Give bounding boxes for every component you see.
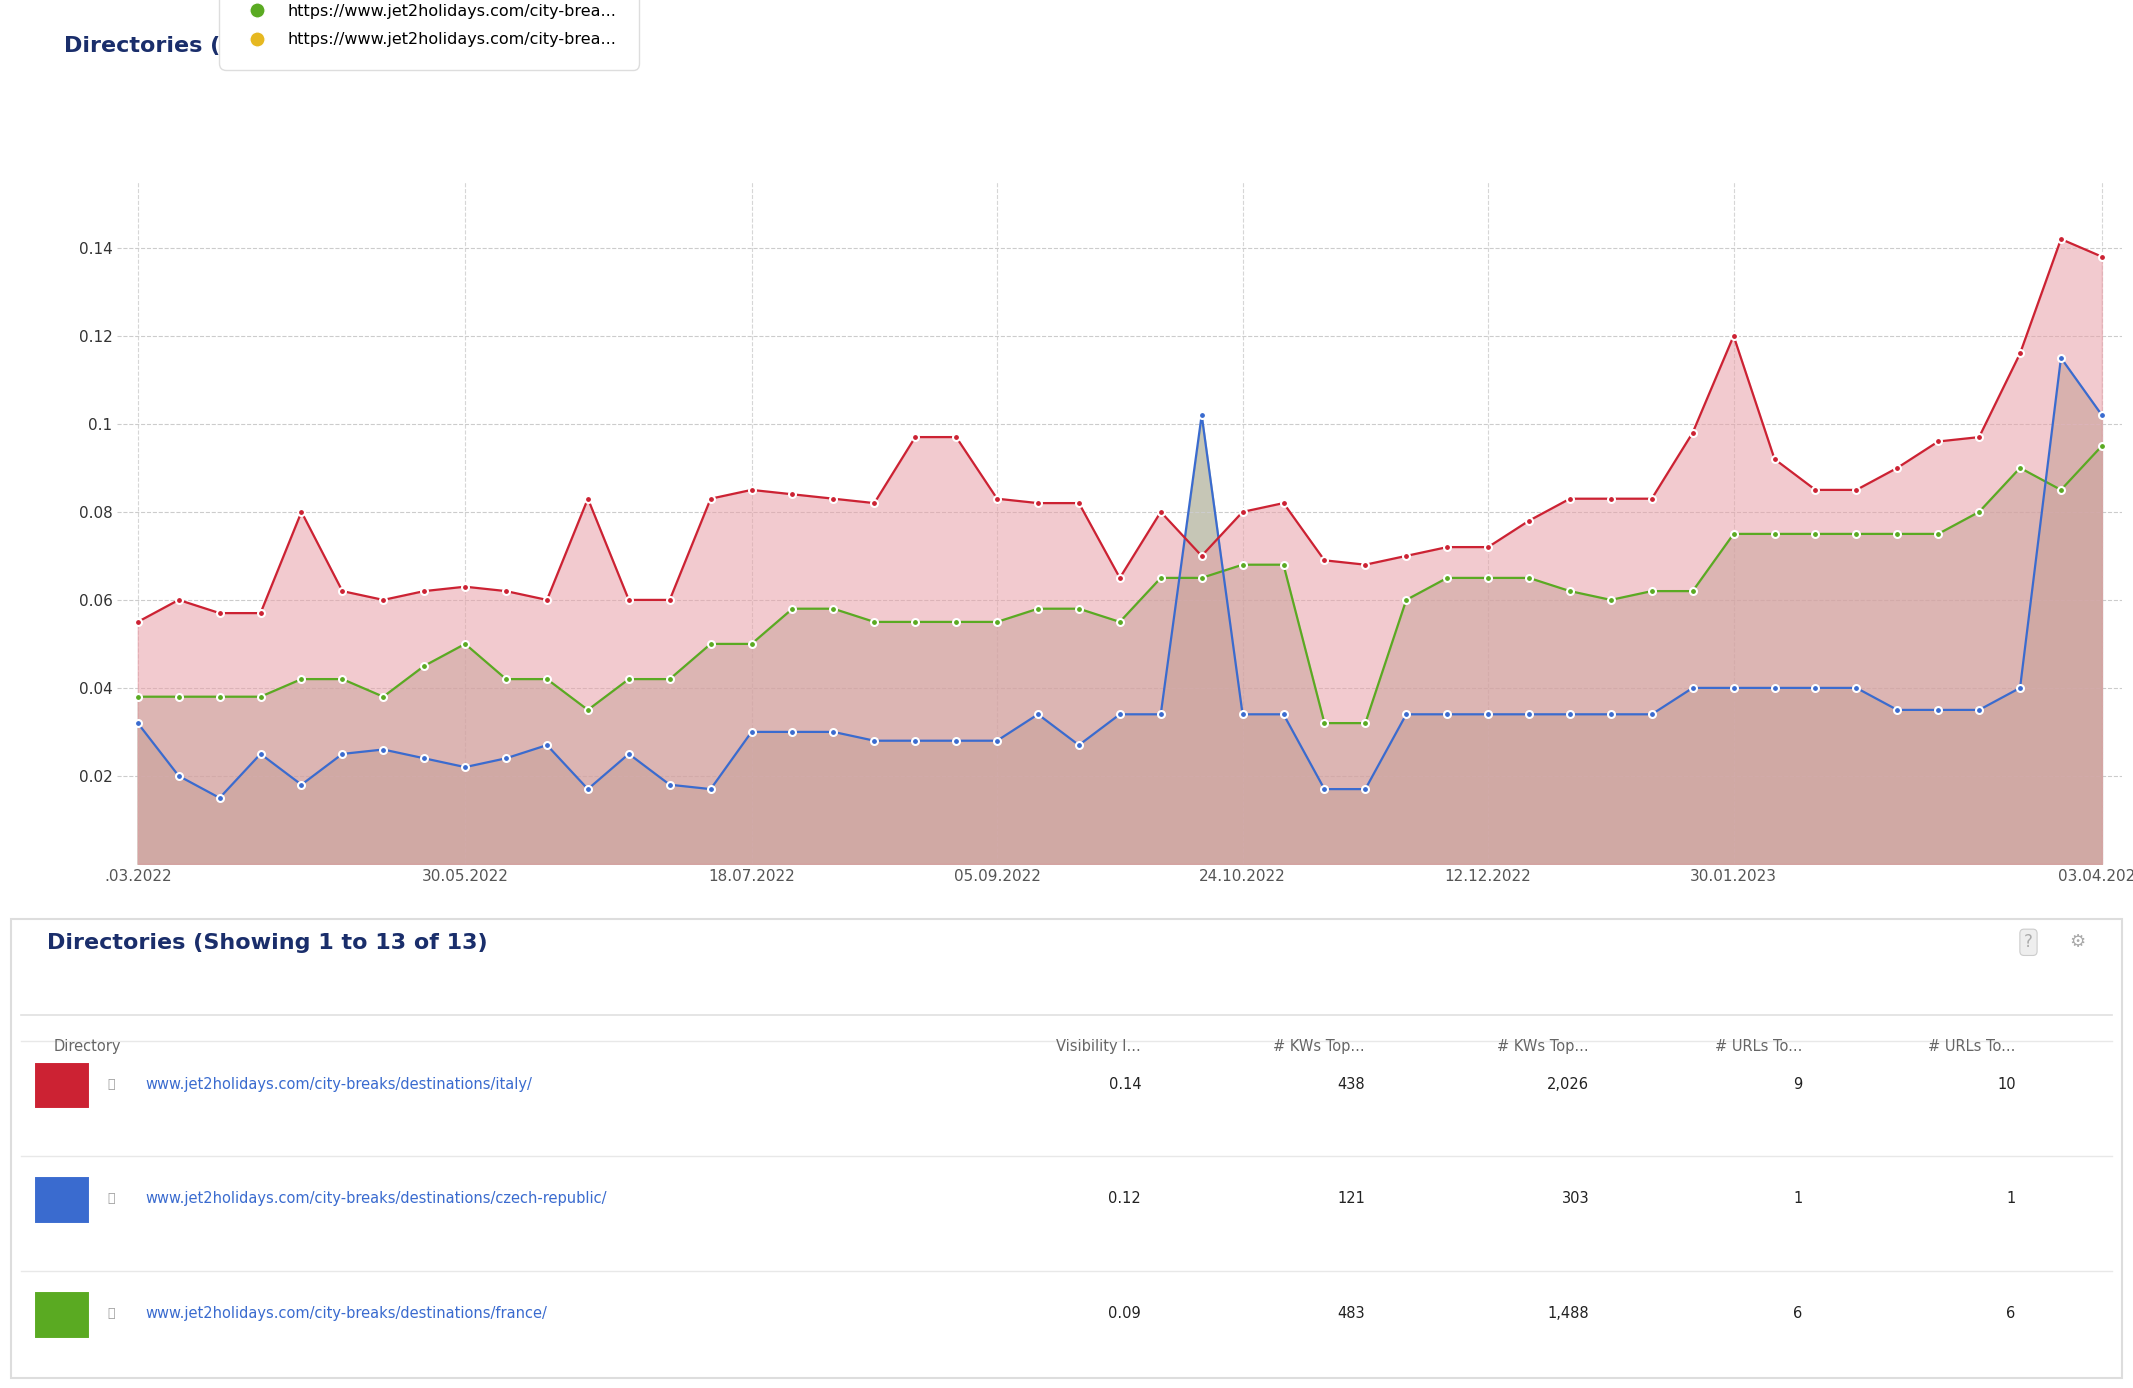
Text: 10: 10 [1996,1077,2016,1091]
Text: 483: 483 [1337,1306,1365,1321]
Text: # URLs To...: # URLs To... [1928,1038,2016,1053]
Text: ⚙: ⚙ [2069,933,2086,951]
Text: www.jet2holidays.com/city-breaks/destinations/italy/: www.jet2holidays.com/city-breaks/destina… [145,1077,531,1091]
Text: Directory: Directory [53,1038,122,1053]
Text: # KWs Top...: # KWs Top... [1497,1038,1589,1053]
Text: 6: 6 [1794,1306,1802,1321]
Text: 9: 9 [1794,1077,1802,1091]
Text: 1,488: 1,488 [1546,1306,1589,1321]
Text: 438: 438 [1337,1077,1365,1091]
Text: 6: 6 [2007,1306,2016,1321]
Text: ✓: ✓ [58,1077,66,1091]
Text: ⧉: ⧉ [107,1307,115,1320]
FancyBboxPatch shape [11,919,2122,1378]
FancyBboxPatch shape [34,1177,90,1224]
FancyBboxPatch shape [34,1062,90,1109]
Text: 0.12: 0.12 [1109,1191,1141,1206]
Text: 0.09: 0.09 [1109,1306,1141,1321]
Text: ✓: ✓ [58,1192,66,1205]
Text: 0.14: 0.14 [1109,1077,1141,1091]
Text: www.jet2holidays.com/city-breaks/destinations/czech-republic/: www.jet2holidays.com/city-breaks/destina… [145,1191,606,1206]
Text: 1: 1 [2007,1191,2016,1206]
Text: 121: 121 [1337,1191,1365,1206]
Text: 2,026: 2,026 [1546,1077,1589,1091]
Text: 303: 303 [1561,1191,1589,1206]
Text: ⧉: ⧉ [107,1192,115,1205]
Text: ?: ? [2024,933,2033,951]
Text: www.jet2holidays.com/city-breaks/destinations/france/: www.jet2holidays.com/city-breaks/destina… [145,1306,546,1321]
Text: ⧉: ⧉ [107,1077,115,1091]
Text: Visibility I...: Visibility I... [1056,1038,1141,1053]
Text: # KWs Top...: # KWs Top... [1273,1038,1365,1053]
Text: ✓: ✓ [58,1307,66,1320]
Text: Directories (Showing 1 to 13 of 13): Directories (Showing 1 to 13 of 13) [47,933,488,954]
FancyBboxPatch shape [34,1291,90,1338]
Text: 1: 1 [1794,1191,1802,1206]
Text: Directories (Showing 1 to 13 of 13): Directories (Showing 1 to 13 of 13) [64,36,506,57]
Text: # URLs To...: # URLs To... [1715,1038,1802,1053]
